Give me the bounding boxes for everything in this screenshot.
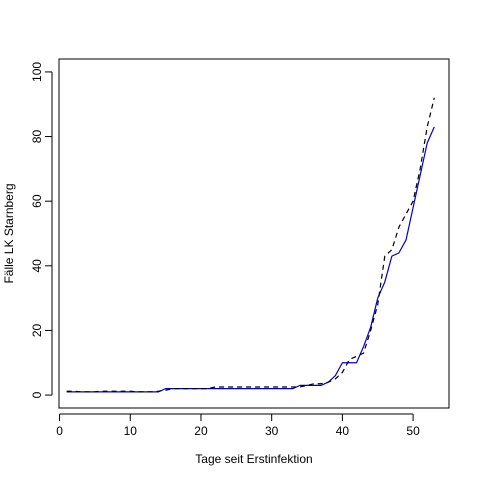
series-layer	[66, 97, 435, 393]
x-axis-label: Tage seit Erstinfektion	[195, 452, 312, 466]
y-tick-label: 40	[30, 259, 44, 273]
x-tick-label: 0	[56, 424, 63, 438]
x-tick-label: 50	[406, 424, 420, 438]
y-axis: 0 20 40 60 80 100	[30, 62, 53, 398]
solid-series-line	[66, 126, 435, 393]
y-tick-label: 0	[30, 391, 44, 398]
y-axis-label: Fälle LK Starnberg	[2, 183, 16, 283]
y-tick-label: 80	[30, 130, 44, 144]
dashed-series-line	[66, 97, 435, 393]
y-tick-label: 20	[30, 323, 44, 337]
x-axis: 0 10 20 30 40 50	[56, 413, 420, 438]
plot-frame	[58, 58, 450, 409]
y-tick-label: 60	[30, 194, 44, 208]
x-tick-label: 10	[124, 424, 138, 438]
x-tick-label: 20	[194, 424, 208, 438]
x-tick-label: 40	[336, 424, 350, 438]
x-tick-label: 30	[265, 424, 279, 438]
y-tick-label: 100	[30, 62, 44, 82]
